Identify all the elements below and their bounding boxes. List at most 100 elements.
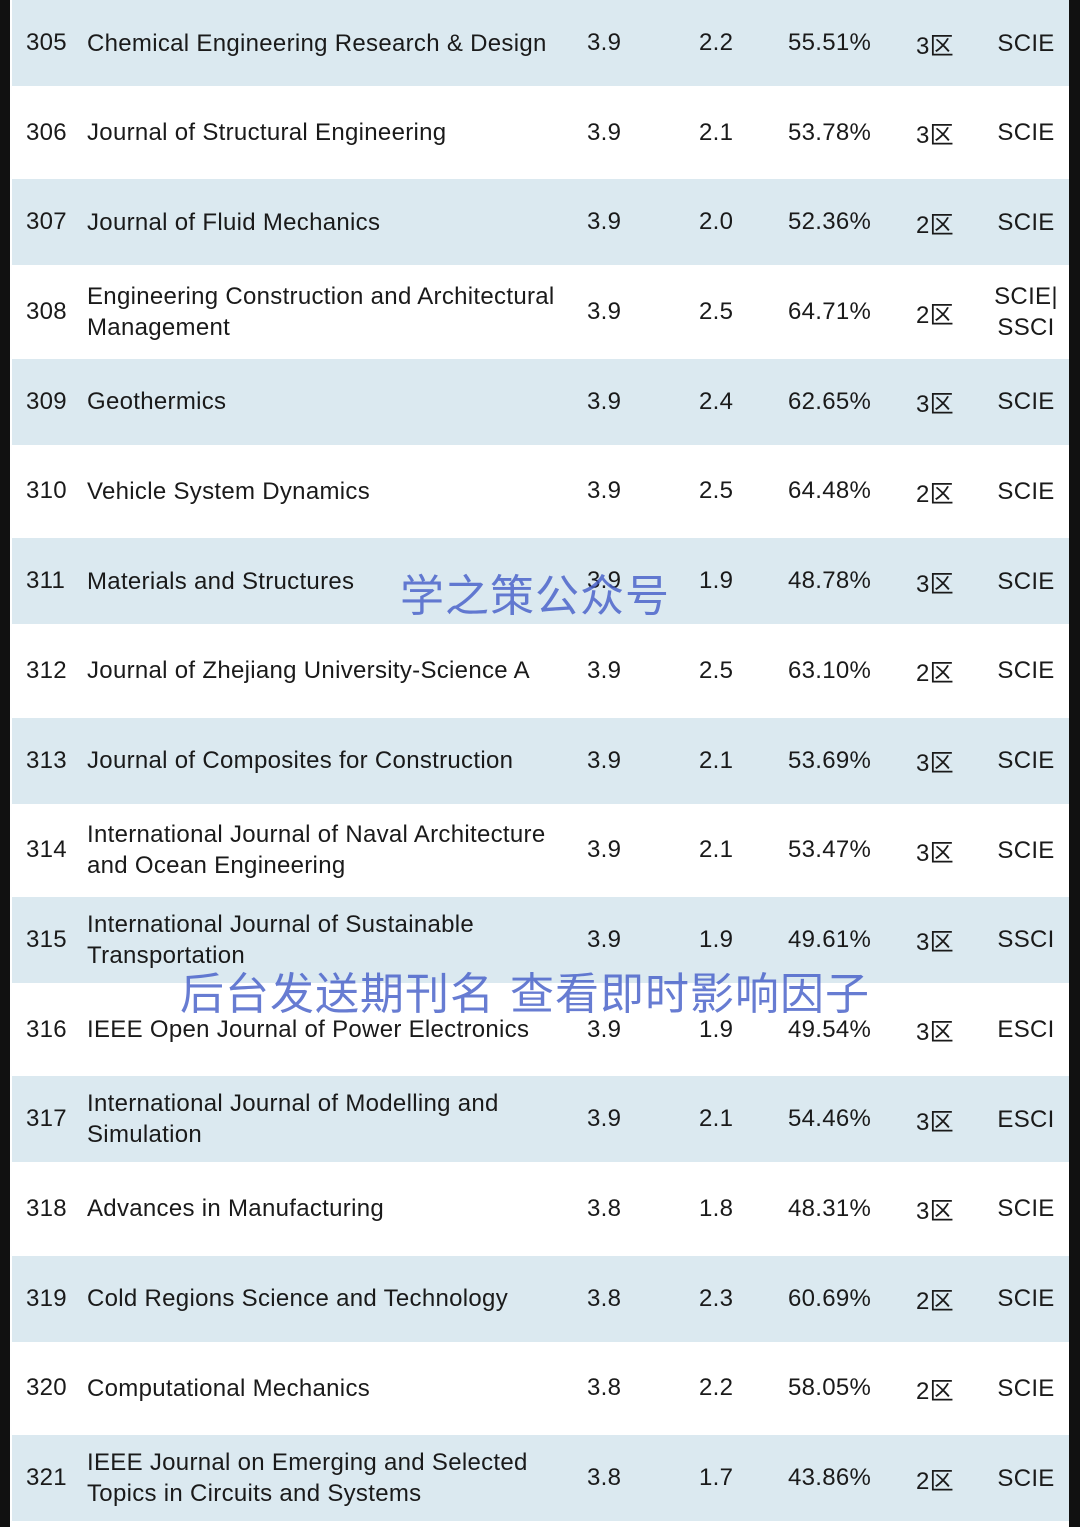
zone-cell: 3区 <box>916 1019 954 1047</box>
percentile-cell: 52.36% <box>788 208 872 236</box>
impact-factor-cell: 3.9 <box>587 118 622 146</box>
zone-cell: 2区 <box>916 211 954 239</box>
rank-cell: 307 <box>26 208 67 236</box>
impact-factor-cell: 3.9 <box>587 387 622 415</box>
citescore-cell: 2.1 <box>699 1105 734 1133</box>
rank-cell: 317 <box>26 1105 67 1133</box>
journal-title-cell: IEEE Journal on Emerging and Selected To… <box>87 1449 528 1507</box>
impact-factor-cell: 3.8 <box>587 1374 622 1402</box>
rank-cell: 314 <box>26 836 67 864</box>
zone-cell: 3区 <box>916 570 954 598</box>
table-row: 307 Journal of Fluid Mechanics 3.9 2.0 52.36… <box>12 179 1069 266</box>
percentile-cell: 53.69% <box>788 746 872 774</box>
index-type-cell: SCIE <box>997 477 1055 505</box>
rank-cell: 313 <box>26 746 67 774</box>
percentile-cell: 49.61% <box>788 925 872 953</box>
rank-cell: 309 <box>26 387 67 415</box>
zone-cell: 2区 <box>916 1288 954 1316</box>
table-row: 316 IEEE Open Journal of Power Electronic… <box>12 986 1069 1073</box>
citescore-cell: 2.5 <box>699 298 734 326</box>
index-type-cell: SSCI <box>997 926 1055 954</box>
citescore-cell: 1.9 <box>699 1015 734 1043</box>
left-border <box>0 0 10 1527</box>
percentile-cell: 43.86% <box>788 1464 872 1491</box>
percentile-cell: 64.48% <box>788 477 872 505</box>
table-row: 305 Chemical Engineering Research & Desig… <box>12 0 1069 86</box>
journal-title-cell: Journal of Zhejiang University-Science A <box>87 657 530 685</box>
rank-cell: 310 <box>26 477 67 505</box>
index-type-cell: SCIE <box>997 1374 1055 1402</box>
table-row: 312 Journal of Zhejiang University-Scienc… <box>12 627 1069 714</box>
percentile-cell: 54.46% <box>788 1105 872 1133</box>
index-type-cell: ESCI <box>997 1016 1055 1044</box>
zone-cell: 3区 <box>916 750 954 777</box>
impact-factor-cell: 3.9 <box>587 925 622 953</box>
percentile-cell: 60.69% <box>788 1284 872 1312</box>
rank-cell: 305 <box>26 29 67 56</box>
percentile-cell: 49.54% <box>788 1015 872 1043</box>
rank-cell: 321 <box>26 1464 67 1491</box>
index-type-cell: ESCI <box>997 1105 1055 1133</box>
impact-factor-cell: 3.9 <box>587 477 622 505</box>
table-row: 315 International Journal of Sustainable … <box>12 896 1069 983</box>
table-row: 311 Materials and Structures 3.9 1.9 48.78% 3… <box>12 538 1069 625</box>
table-row: 308 Engineering Construction and Architec… <box>12 269 1069 356</box>
journal-title-cell: Journal of Composites for Construction <box>87 747 514 774</box>
table-row: 317 International Journal of Modelling an… <box>12 1076 1069 1163</box>
citescore-cell: 2.1 <box>699 746 734 774</box>
table-row: 318 Advances in Manufacturing 3.8 1.8 48.31%… <box>12 1165 1069 1252</box>
index-type-cell: SCIE <box>997 1195 1055 1223</box>
rank-cell: 306 <box>26 118 67 146</box>
zone-cell: 3区 <box>916 1108 954 1136</box>
zone-cell: 2区 <box>916 480 954 508</box>
journal-title-cell: International Journal of Modelling and S… <box>87 1090 499 1149</box>
impact-factor-cell: 3.8 <box>587 1464 622 1491</box>
percentile-cell: 58.05% <box>788 1374 872 1402</box>
percentile-cell: 48.78% <box>788 567 872 595</box>
impact-factor-cell: 3.9 <box>587 298 622 326</box>
rank-cell: 320 <box>26 1374 67 1402</box>
journal-title-cell: Materials and Structures <box>87 567 355 595</box>
zone-cell: 2区 <box>916 1467 954 1495</box>
rank-cell: 311 <box>26 567 66 595</box>
journal-title-cell: International Journal of Naval Architect… <box>87 821 546 880</box>
citescore-cell: 2.0 <box>699 208 734 236</box>
index-type-cell: SCIE <box>997 208 1055 236</box>
impact-factor-cell: 3.9 <box>587 29 622 56</box>
table-row: 320 Computational Mechanics 3.8 2.2 58.05% 2区… <box>12 1345 1069 1432</box>
index-type-cell: SCIE <box>997 29 1055 57</box>
impact-factor-cell: 3.9 <box>587 208 622 236</box>
zone-cell: 3区 <box>916 391 954 419</box>
citescore-cell: 1.9 <box>699 925 734 953</box>
table-row: 321 IEEE Journal on Emerging and Selected… <box>12 1435 1069 1521</box>
rank-cell: 308 <box>26 298 67 326</box>
zone-cell: 2区 <box>916 301 954 329</box>
citescore-cell: 1.7 <box>699 1464 734 1491</box>
percentile-cell: 63.10% <box>788 656 872 684</box>
zone-cell: 2区 <box>916 1377 954 1405</box>
citescore-cell: 2.4 <box>699 387 734 415</box>
citescore-cell: 2.1 <box>699 836 734 864</box>
journal-title-cell: Geothermics <box>87 388 227 416</box>
zone-cell: 3区 <box>916 32 954 60</box>
index-type-cell: SCIE <box>997 1464 1055 1492</box>
citescore-cell: 2.5 <box>699 656 734 684</box>
citescore-cell: 2.3 <box>699 1284 734 1312</box>
journal-title-cell: International Journal of Sustainable Tra… <box>87 910 475 969</box>
rank-cell: 318 <box>26 1194 67 1222</box>
zone-cell: 3区 <box>916 839 954 867</box>
rank-cell: 312 <box>26 656 67 684</box>
table-row: 313 Journal of Composites for Constructio… <box>12 717 1069 804</box>
citescore-cell: 1.9 <box>699 567 734 595</box>
zone-cell: 3区 <box>916 122 954 150</box>
table-row: 319 Cold Regions Science and Technology 3.… <box>12 1255 1069 1342</box>
table-row: 309 Geothermics 3.9 2.4 62.65% 3区 SCIE <box>12 358 1069 445</box>
impact-factor-cell: 3.9 <box>587 1015 622 1043</box>
percentile-cell: 53.78% <box>788 118 872 146</box>
percentile-cell: 55.51% <box>788 29 872 56</box>
percentile-cell: 53.47% <box>788 836 872 864</box>
percentile-cell: 64.71% <box>788 298 872 326</box>
impact-factor-cell: 3.9 <box>587 1105 622 1133</box>
impact-factor-cell: 3.9 <box>587 746 622 774</box>
